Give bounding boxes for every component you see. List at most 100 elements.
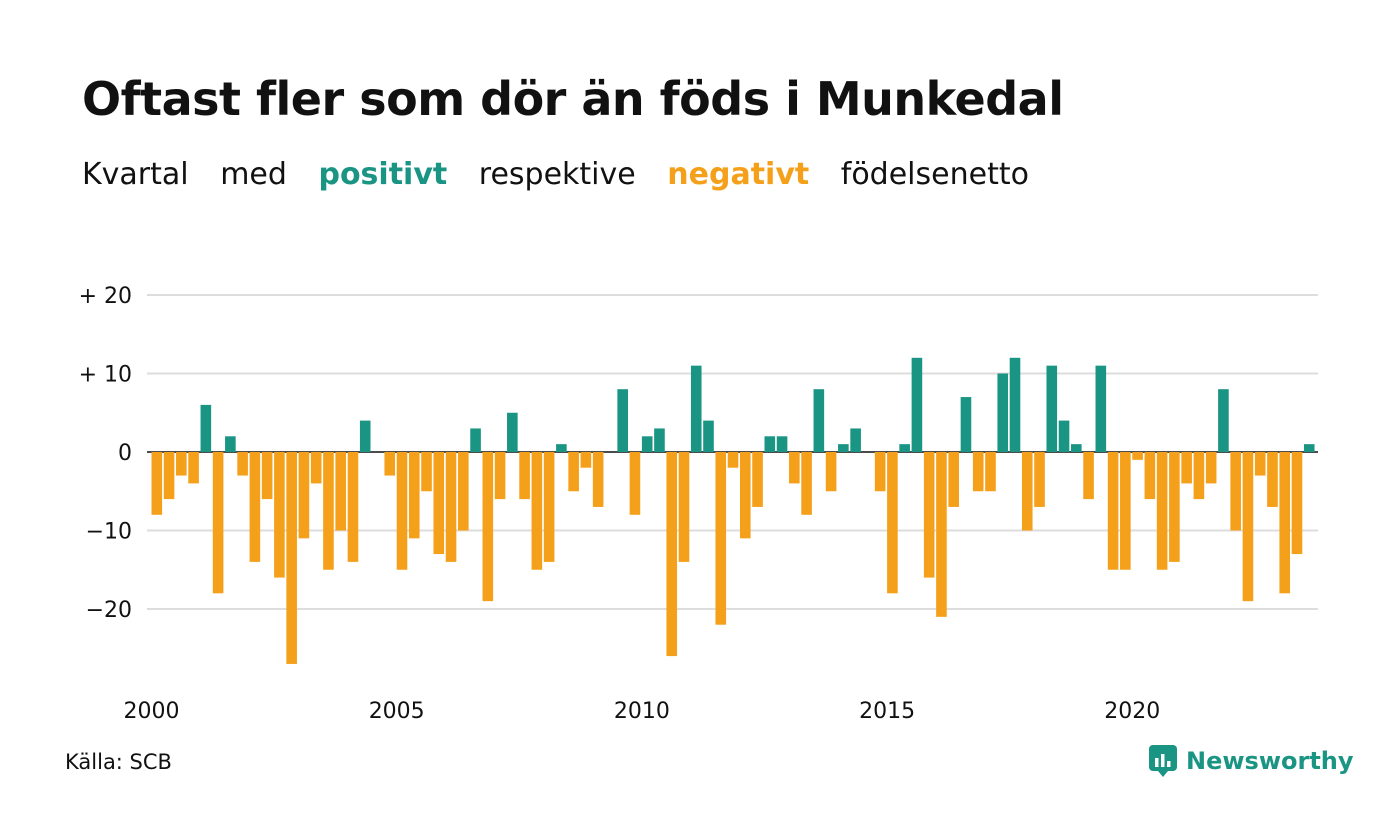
subtitle-part-2: med [220,157,287,192]
bar [1034,452,1045,507]
bar [298,452,310,539]
bar [727,452,739,468]
bar [948,452,959,507]
bar [874,452,886,492]
bar [494,452,506,500]
bar [887,452,898,594]
bar [507,412,518,452]
bar [1144,452,1156,500]
y-tick-label: 0 [118,441,132,466]
bar [641,436,653,452]
bar [703,420,714,452]
bar [543,452,555,562]
bar [531,452,543,570]
bar [396,452,408,570]
bar [1156,452,1168,570]
bar [310,452,322,484]
chart-subtitle: Kvartal med positivt respektive negativt… [82,157,1051,192]
x-tick-label: 2015 [859,699,915,724]
bar [985,452,996,492]
bar [261,452,273,500]
bar [286,452,297,664]
bar [1303,444,1315,452]
bar [1267,452,1278,507]
bar [972,452,984,492]
bar [776,436,788,452]
y-axis-ticks: + 20 + 10 0 −10 −20 [79,284,132,623]
bar [715,452,727,625]
bar-chart: + 20 + 10 0 −10 −20 2000 2005 2010 2015 2020 [79,284,1318,724]
subtitle-part-3: respektive [478,157,636,192]
y-tick-label: + 10 [79,363,132,388]
bar [458,452,469,531]
bar [1254,452,1266,476]
bar [163,452,175,500]
bar [592,452,604,507]
bar [470,428,481,452]
bar [347,452,359,562]
bar [654,428,665,452]
y-tick-label: + 20 [79,284,132,309]
bar [1279,452,1291,594]
x-tick-label: 2000 [124,699,180,724]
bar [923,452,935,578]
bar [237,452,248,476]
bar [1107,452,1119,570]
bar [1120,452,1131,570]
bar [1291,452,1303,555]
bars [151,357,1315,664]
bar [678,452,690,562]
bar [421,452,432,492]
subtitle-positive-label: positivt [318,157,448,192]
bar [568,452,579,492]
newsworthy-logo-icon [1149,745,1177,777]
bar [1242,452,1254,602]
bar [1046,365,1058,452]
logo-text: Newsworthy [1186,747,1354,775]
bar [801,452,812,515]
bar [323,452,334,570]
bar [580,452,592,468]
bar [188,452,199,484]
bar [274,452,285,578]
bar [200,404,212,452]
x-tick-label: 2005 [369,699,425,724]
newsworthy-logo[interactable]: Newsworthy [1148,744,1354,778]
source-note: Källa: SCB [65,750,172,774]
bar [1058,420,1070,452]
bar [1169,452,1180,562]
bar [225,436,236,452]
bar [617,389,628,452]
bar [249,452,261,562]
bar [899,444,910,452]
bar [838,444,849,452]
subtitle-negative-label: negativt [667,157,810,192]
bar [433,452,445,555]
bar [482,452,494,602]
subtitle-part-1: Kvartal [82,157,189,192]
bar [359,420,371,452]
bar [445,452,457,562]
bar [1218,389,1229,452]
bar [1021,452,1033,531]
bar [850,428,861,452]
bar [936,452,947,617]
bar [1071,444,1082,452]
x-axis-ticks: 2000 2005 2010 2015 2020 [124,699,1161,724]
bar [1181,452,1192,484]
x-tick-label: 2010 [614,699,670,724]
bar [1083,452,1094,500]
subtitle-part-4: födelsenetto [840,157,1029,192]
bar [911,357,923,452]
bar [519,452,530,500]
bar [764,436,776,452]
bar [1132,452,1143,460]
bar [1009,357,1021,452]
bar [739,452,751,539]
y-tick-label: −20 [86,598,132,623]
bar [997,373,1009,452]
bar [384,452,396,476]
bar [335,452,346,531]
bar [960,397,972,452]
bar [666,452,678,657]
